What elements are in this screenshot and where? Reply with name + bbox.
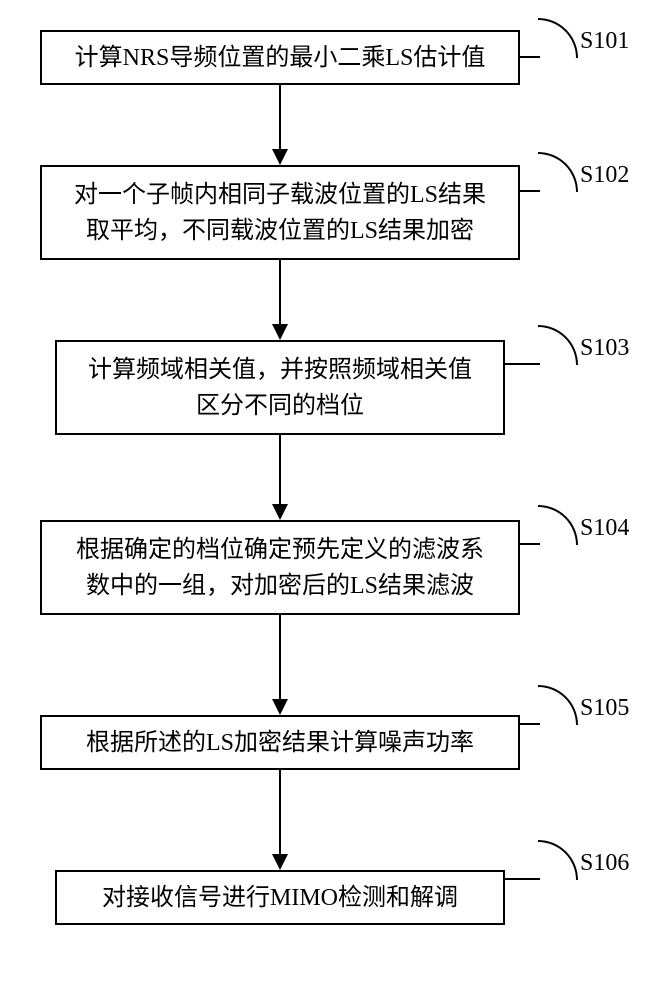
step-label-s104: S104 (580, 515, 629, 542)
leader-line (520, 723, 540, 725)
step-label-s101: S101 (580, 28, 629, 55)
edge-s104-s105 (279, 615, 281, 699)
flow-node-s102: 对一个子帧内相同子载波位置的LS结果 取平均，不同载波位置的LS结果加密 (40, 165, 520, 260)
flow-node-s106: 对接收信号进行MIMO检测和解调 (55, 870, 505, 925)
leader-line (520, 56, 540, 58)
flow-node-s101: 计算NRS导频位置的最小二乘LS估计值 (40, 30, 520, 85)
leader-curve (538, 152, 578, 192)
step-label-s102: S102 (580, 162, 629, 189)
leader-curve (538, 505, 578, 545)
arrowhead-icon (272, 854, 288, 870)
node-text: 根据确定的档位确定预先定义的滤波系 数中的一组，对加密后的LS结果滤波 (76, 532, 484, 604)
step-label-s105: S105 (580, 695, 629, 722)
step-label-s106: S106 (580, 850, 629, 877)
step-label-s103: S103 (580, 335, 629, 362)
node-text: 对接收信号进行MIMO检测和解调 (102, 880, 458, 916)
arrowhead-icon (272, 324, 288, 340)
leader-line (505, 878, 540, 880)
leader-curve (538, 18, 578, 58)
leader-line (520, 190, 540, 192)
node-text: 对一个子帧内相同子载波位置的LS结果 取平均，不同载波位置的LS结果加密 (74, 177, 486, 249)
edge-s102-s103 (279, 260, 281, 324)
arrowhead-icon (272, 699, 288, 715)
flow-node-s103: 计算频域相关值，并按照频域相关值 区分不同的档位 (55, 340, 505, 435)
leader-line (520, 543, 540, 545)
node-text: 计算频域相关值，并按照频域相关值 区分不同的档位 (88, 352, 472, 424)
edge-s105-s106 (279, 770, 281, 854)
node-text: 根据所述的LS加密结果计算噪声功率 (86, 725, 474, 761)
leader-curve (538, 840, 578, 880)
arrowhead-icon (272, 149, 288, 165)
flow-node-s104: 根据确定的档位确定预先定义的滤波系 数中的一组，对加密后的LS结果滤波 (40, 520, 520, 615)
node-text: 计算NRS导频位置的最小二乘LS估计值 (75, 40, 486, 76)
leader-curve (538, 325, 578, 365)
edge-s101-s102 (279, 85, 281, 149)
arrowhead-icon (272, 504, 288, 520)
flow-node-s105: 根据所述的LS加密结果计算噪声功率 (40, 715, 520, 770)
leader-curve (538, 685, 578, 725)
edge-s103-s104 (279, 435, 281, 504)
leader-line (505, 363, 540, 365)
